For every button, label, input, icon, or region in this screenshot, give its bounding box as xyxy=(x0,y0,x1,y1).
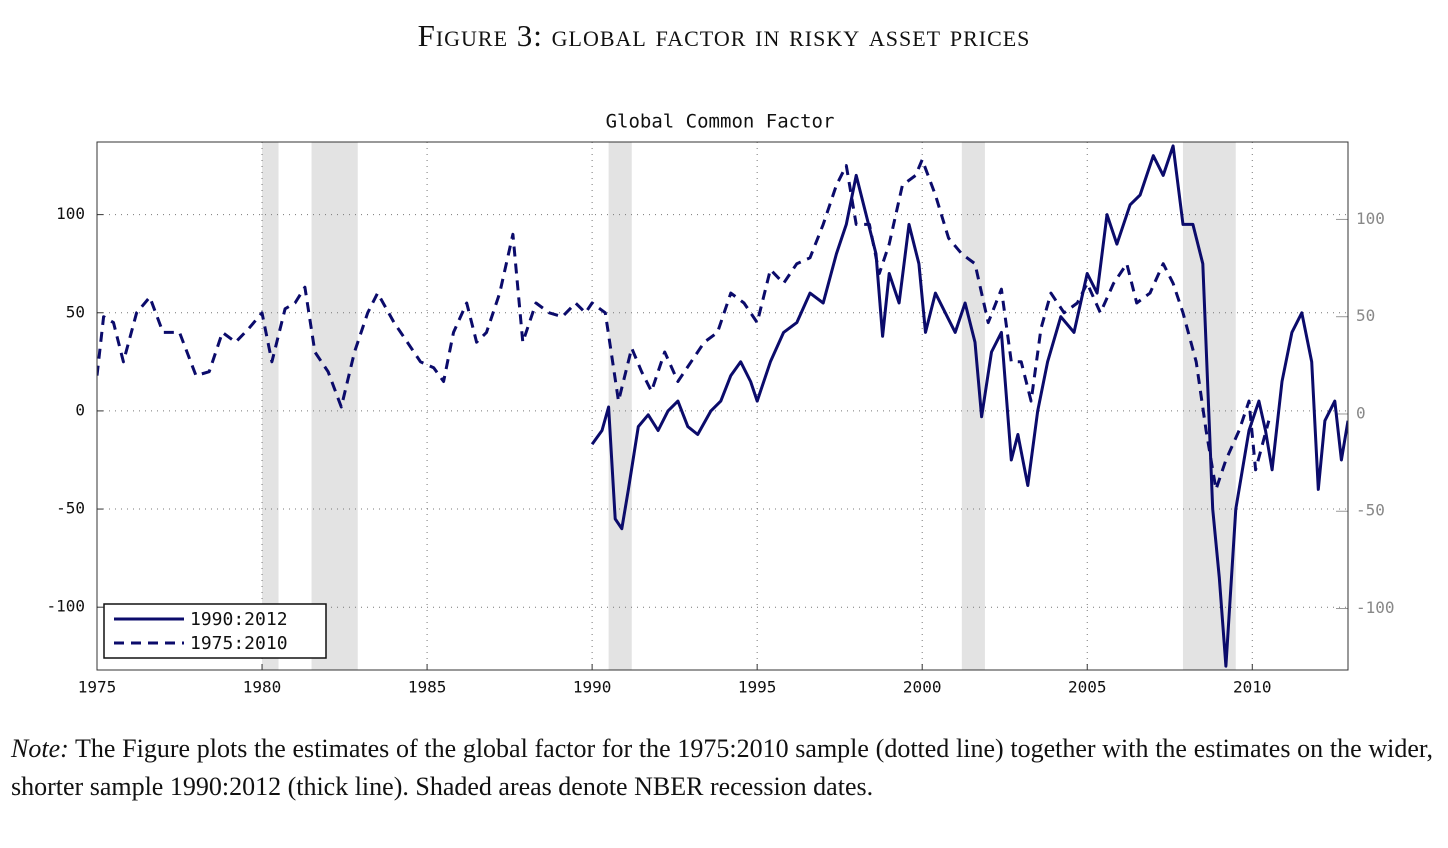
legend-label: 1975:2010 xyxy=(190,633,288,654)
recession-band xyxy=(608,142,632,670)
note-text: The Figure plots the estimates of the gl… xyxy=(11,734,1434,801)
series-line xyxy=(97,158,1271,491)
y2-tick-label: 100 xyxy=(1356,209,1385,228)
legend-label: 1990:2012 xyxy=(190,609,288,630)
y2-tick-label: 0 xyxy=(1356,403,1366,422)
y2-tick-label: -50 xyxy=(1356,501,1385,520)
note-label: Note: xyxy=(11,734,69,763)
y-tick-label: -50 xyxy=(56,499,85,518)
x-tick-label: 2010 xyxy=(1233,678,1272,697)
x-tick-label: 1985 xyxy=(408,678,447,697)
recession-band xyxy=(311,142,358,670)
y-tick-label: 100 xyxy=(56,204,85,223)
figure-title: Figure 3: global factor in risky asset p… xyxy=(417,18,1031,53)
y2-tick-label: 50 xyxy=(1356,306,1375,325)
chart: Global Common Factor 1975 1980 1985 1990 199… xyxy=(46,111,1395,697)
chart-title: Global Common Factor xyxy=(606,111,835,133)
y-tick-label: 0 xyxy=(75,400,85,419)
y-tick-label: -100 xyxy=(46,597,85,616)
x-tick-label: 2005 xyxy=(1068,678,1107,697)
y-tick-label: 50 xyxy=(66,302,85,321)
x-tick-label: 1980 xyxy=(243,678,282,697)
plot-frame xyxy=(96,141,1349,671)
y2-tick-label: -100 xyxy=(1356,598,1395,617)
x-tick-label: 1990 xyxy=(573,678,612,697)
x-tick-label: 1995 xyxy=(738,678,777,697)
legend-box xyxy=(103,603,327,659)
x-tick-label: 1975 xyxy=(78,678,117,697)
recession-band xyxy=(262,142,279,670)
note: Note: The Figure plots the estimates of … xyxy=(11,730,1433,806)
recession-band xyxy=(961,142,985,670)
series-line xyxy=(590,144,1348,668)
x-tick-label: 2000 xyxy=(903,678,942,697)
